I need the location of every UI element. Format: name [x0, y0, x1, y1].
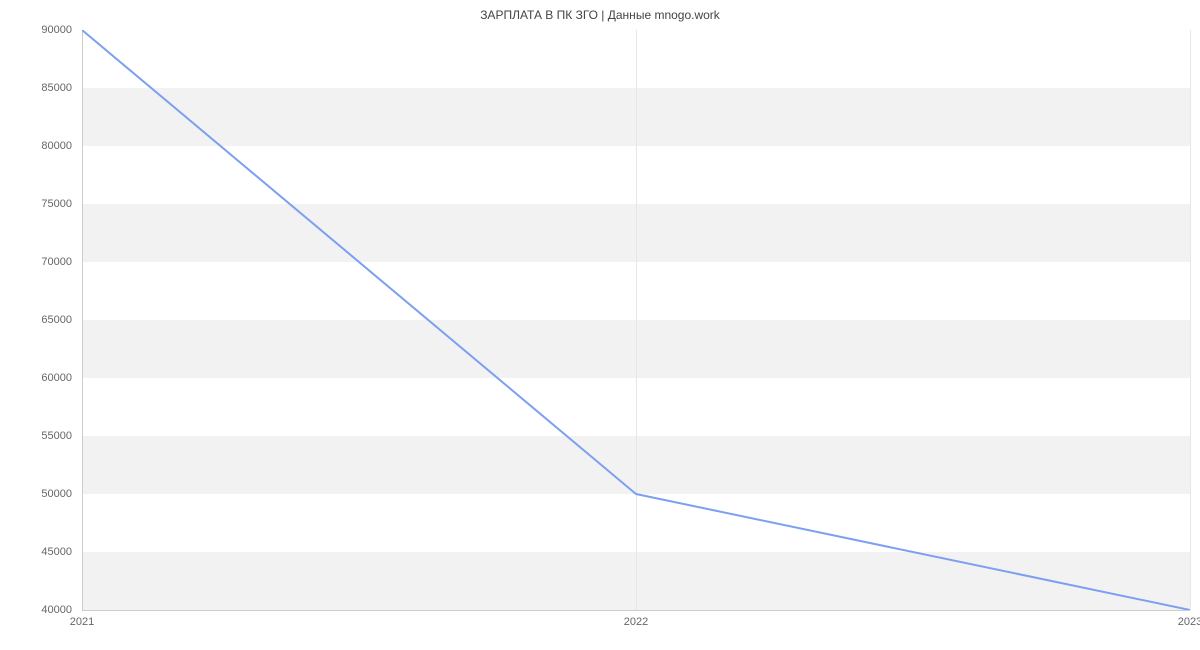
x-gridline: [1190, 30, 1191, 610]
chart-title: ЗАРПЛАТА В ПК ЗГО | Данные mnogo.work: [0, 8, 1200, 22]
plot-area: [82, 30, 1190, 610]
y-tick-label: 70000: [0, 256, 72, 268]
series-layer: [82, 30, 1190, 610]
y-tick-label: 55000: [0, 430, 72, 442]
x-tick-label: 2023: [1178, 616, 1200, 628]
y-tick-label: 45000: [0, 546, 72, 558]
y-tick-label: 90000: [0, 24, 72, 36]
x-axis-line: [82, 610, 1190, 611]
series-salary: [82, 30, 1190, 610]
y-tick-label: 50000: [0, 488, 72, 500]
x-tick-label: 2022: [624, 616, 648, 628]
y-tick-label: 85000: [0, 82, 72, 94]
y-tick-label: 40000: [0, 604, 72, 616]
salary-line-chart: ЗАРПЛАТА В ПК ЗГО | Данные mnogo.work 40…: [0, 0, 1200, 650]
y-tick-label: 60000: [0, 372, 72, 384]
y-tick-label: 65000: [0, 314, 72, 326]
x-tick-label: 2021: [70, 616, 94, 628]
y-tick-label: 75000: [0, 198, 72, 210]
y-tick-label: 80000: [0, 140, 72, 152]
